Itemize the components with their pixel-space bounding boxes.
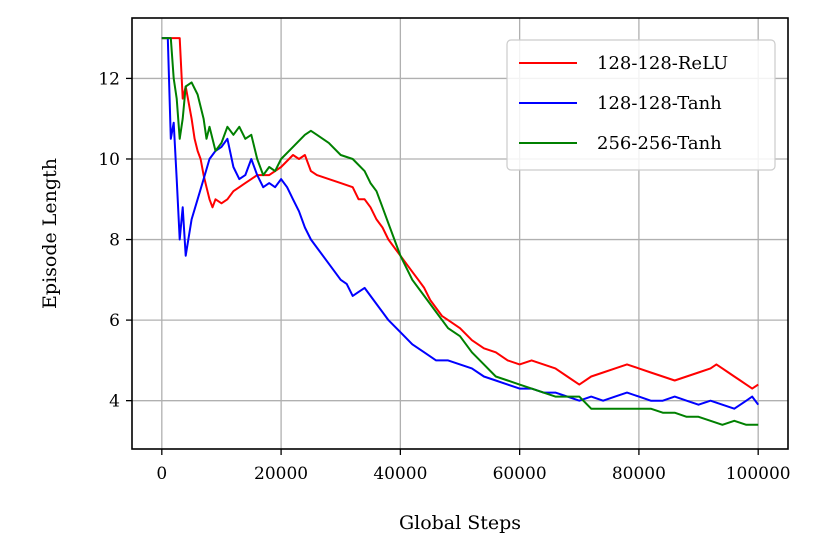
x-axis-label: Global Steps bbox=[399, 512, 521, 534]
series-line-256-256-Tanh bbox=[161, 37, 759, 426]
legend-label: 128-128-Tanh bbox=[597, 93, 722, 114]
legend-box bbox=[506, 39, 776, 171]
x-tick-label: 20000 bbox=[254, 464, 308, 484]
y-tick-label: 6 bbox=[109, 311, 120, 331]
x-tick-label: 80000 bbox=[612, 464, 666, 484]
y-tick-label: 8 bbox=[109, 231, 120, 251]
legend: 128-128-ReLU 128-128-Tanh 256-256-Tanh bbox=[506, 39, 776, 171]
legend-label: 256-256-Tanh bbox=[597, 133, 722, 154]
y-axis-ticks: 4 6 8 10 12 bbox=[98, 69, 132, 412]
x-tick-label: 60000 bbox=[493, 464, 547, 484]
x-tick-label: 100000 bbox=[726, 464, 791, 484]
series-line-128-128-Tanh bbox=[161, 37, 760, 410]
legend-label: 128-128-ReLU bbox=[597, 53, 728, 74]
plot-frame bbox=[131, 17, 789, 450]
y-tick-label: 4 bbox=[109, 392, 120, 412]
y-tick-label: 10 bbox=[98, 150, 120, 170]
series-lines bbox=[161, 37, 760, 426]
y-axis-label: Episode Length bbox=[39, 158, 61, 309]
x-tick-label: 0 bbox=[156, 464, 167, 484]
x-tick-label: 40000 bbox=[373, 464, 427, 484]
y-tick-label: 12 bbox=[98, 69, 120, 89]
x-axis-ticks: 0 20000 40000 60000 80000 100000 bbox=[156, 449, 791, 484]
